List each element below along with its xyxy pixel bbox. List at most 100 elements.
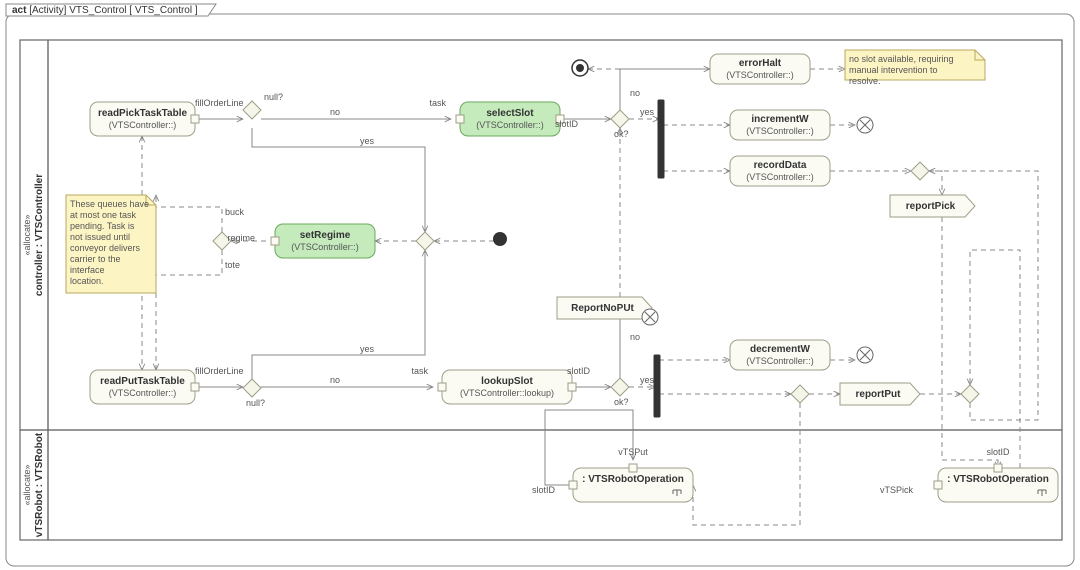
action-sublabel: (VTSController::lookup) xyxy=(460,388,554,398)
edge-label: no xyxy=(330,375,340,385)
decision-node xyxy=(911,162,929,180)
edge-label: tote xyxy=(225,260,240,270)
action-setRegime: setRegime(VTSController::) regime xyxy=(227,224,375,258)
decision-label: null? xyxy=(264,92,283,102)
pin-label: fillOrderLine xyxy=(195,366,244,376)
action-decrW: decrementW(VTSController::) xyxy=(730,340,830,370)
edge-label: yes xyxy=(640,107,655,117)
action-errorHalt: errorHalt(VTSController::) xyxy=(710,54,810,84)
note-text: location. xyxy=(70,276,104,286)
note-text: at most one task xyxy=(70,210,137,220)
pin-label: task xyxy=(411,366,428,376)
partition-name: controller : VTSController xyxy=(34,174,45,296)
pin-label: fillOrderLine xyxy=(195,98,244,108)
note-text: no slot available, requiring xyxy=(849,54,954,64)
initial-node xyxy=(493,232,507,246)
action-sublabel: (VTSController::) xyxy=(476,120,544,130)
pin xyxy=(934,481,942,489)
pin-label: slotID xyxy=(567,366,591,376)
action-sublabel: (VTSController::) xyxy=(291,242,359,252)
decision-node xyxy=(243,101,261,119)
action-label: errorHalt xyxy=(739,58,782,69)
signal-label: reportPick xyxy=(906,201,956,212)
diagram-tab: act [Activity] VTS_Control [ VTS_Control… xyxy=(6,4,216,16)
diagram-frame xyxy=(6,14,1074,566)
flow-edge xyxy=(252,128,425,232)
flow-edge xyxy=(929,171,942,195)
pin xyxy=(994,464,1002,472)
pin-label: slotID xyxy=(555,119,579,129)
svg-text:act [Activity] VTS_Control [ V: act [Activity] VTS_Control [ VTS_Control… xyxy=(12,5,198,16)
pin xyxy=(629,464,637,472)
note-text: resolve. xyxy=(849,76,881,86)
edge-label: no xyxy=(630,332,640,342)
partition-stereotype: «allocate» xyxy=(22,214,32,255)
action-selectSlot: selectSlot(VTSController::) taskslotID xyxy=(429,98,578,136)
pin xyxy=(191,383,199,391)
action-label: lookupSlot xyxy=(481,376,533,387)
pin-label: vTSPick xyxy=(880,485,914,495)
decision-label: ok? xyxy=(614,129,629,139)
action-recordData: recordData(VTSController::) xyxy=(730,156,830,186)
decision-label: ok? xyxy=(614,397,629,407)
note-text: conveyor delivers xyxy=(70,243,141,253)
edge-label: yes xyxy=(360,136,375,146)
action-sublabel: (VTSController::) xyxy=(726,70,794,80)
signal-label: ReportNoPUt xyxy=(571,303,634,314)
decision-node xyxy=(243,379,261,397)
pin xyxy=(271,237,279,245)
partition-stereotype: «allocate» xyxy=(22,464,32,505)
decision-node xyxy=(611,110,629,128)
fork-bar xyxy=(658,100,664,178)
action-sublabel: (VTSController::) xyxy=(746,356,814,366)
action-sublabel: (VTSController::) xyxy=(746,172,814,182)
action-label: setRegime xyxy=(300,230,351,241)
note-text: not issued until xyxy=(70,232,130,242)
action-robotOp1: : VTSRobotOperationslotIDvTSPut xyxy=(532,447,693,502)
action-label: readPutTaskTable xyxy=(100,376,185,387)
action-label: incrementW xyxy=(751,114,809,125)
edge-label: buck xyxy=(225,207,245,217)
action-label: recordData xyxy=(754,160,807,171)
flow-edge xyxy=(693,403,800,525)
decision-node xyxy=(791,385,809,403)
note-text: These queues have xyxy=(70,199,149,209)
action-readPut: readPutTaskTable(VTSController::) fillOrd… xyxy=(90,366,244,404)
pin-label: slotID xyxy=(986,447,1010,457)
action-sublabel: (VTSController::) xyxy=(746,126,814,136)
note-text: interface xyxy=(70,265,105,275)
action-robotOp2: : VTSRobotOperationvTSPickslotID xyxy=(880,447,1058,502)
pin-label: regime xyxy=(227,233,255,243)
pin-label: slotID xyxy=(532,485,556,495)
partition-name: vTSRobot : VTSRobot xyxy=(34,432,45,537)
action-sublabel: (VTSController::) xyxy=(109,120,177,130)
pin-label: task xyxy=(429,98,446,108)
edge-label: yes xyxy=(360,344,375,354)
decision-node xyxy=(961,385,979,403)
note-text: carrier to the xyxy=(70,254,121,264)
edge-label: yes xyxy=(640,375,655,385)
decision-node xyxy=(611,378,629,396)
pin xyxy=(438,383,446,391)
pin xyxy=(568,383,576,391)
pin xyxy=(569,481,577,489)
flow-edge xyxy=(970,250,1020,468)
decision-label: null? xyxy=(246,398,265,408)
action-label: : VTSRobotOperation xyxy=(582,474,684,485)
note-text: manual intervention to xyxy=(849,65,938,75)
pin xyxy=(191,115,199,123)
edge-label: no xyxy=(630,88,640,98)
fork-bar xyxy=(654,355,660,417)
note-text: pending. Task is xyxy=(70,221,135,231)
action-label: readPickTaskTable xyxy=(98,108,188,119)
signal-label: reportPut xyxy=(856,389,902,400)
pin xyxy=(456,115,464,123)
edge-label: no xyxy=(330,107,340,117)
action-label: selectSlot xyxy=(486,108,534,119)
action-sublabel: (VTSController::) xyxy=(109,388,177,398)
action-label: decrementW xyxy=(750,344,811,355)
activity-final-inner xyxy=(576,64,584,72)
decision-node xyxy=(416,232,434,250)
action-incrW: incrementW(VTSController::) xyxy=(730,110,830,140)
flow-edge xyxy=(252,250,425,379)
